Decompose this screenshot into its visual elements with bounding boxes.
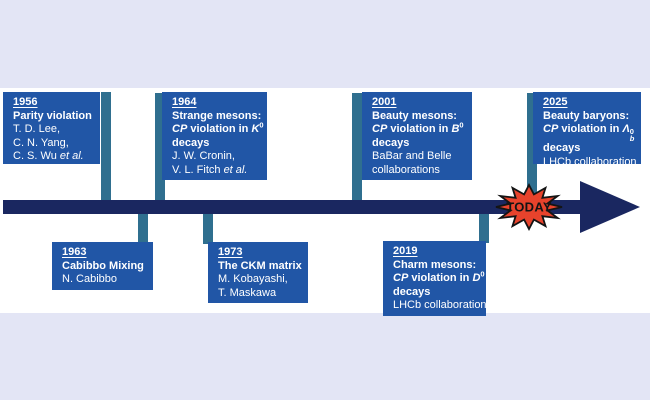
arrowhead-triangle: [580, 181, 640, 233]
event-box-1964: 1964 Strange mesons: CP violation in K0 dec…: [162, 92, 267, 180]
event-line: V. L. Fitch et al.: [172, 163, 248, 176]
event-box-2025: 2025 Beauty baryons: CP violation in Λ 0 b de…: [533, 92, 641, 168]
event-line: CP violation in B0: [372, 120, 464, 135]
event-line: LHCb collaboration: [393, 299, 487, 311]
event-line: 2001: [372, 96, 397, 108]
event-line: 1956: [13, 96, 38, 108]
event-line: decays: [172, 136, 210, 149]
event-box-1973: 1973 The CKM matrix M. Kobayashi, T. Maskaw…: [208, 242, 308, 303]
connector-1964: [155, 93, 165, 200]
event-line: M. Kobayashi,: [218, 273, 288, 285]
event-line: Strange mesons:: [172, 109, 262, 122]
event-box-1956: 1956 Parity violation T. D. Lee, C. N. Yang…: [3, 92, 100, 164]
event-box-2001: 2001 Beauty mesons: CP violation in B0 deca…: [362, 92, 472, 180]
event-line: Charm mesons:: [393, 258, 477, 271]
connector-1963: [138, 214, 148, 244]
event-box-1963: 1963 Cabibbo Mixing N. Cabibbo: [52, 242, 153, 290]
event-line: decays: [372, 136, 410, 149]
event-line: decays: [543, 142, 581, 154]
event-line: T. D. Lee,: [13, 123, 61, 135]
today-starburst-icon: TODAY: [495, 183, 563, 231]
timeline-arrowhead-icon: [580, 181, 640, 233]
today-label: TODAY: [506, 200, 552, 215]
event-line: T. Maskawa: [218, 286, 277, 299]
event-line: Beauty baryons:: [543, 109, 630, 122]
connector-1973: [203, 214, 213, 244]
event-line: C. N. Yang,: [13, 136, 69, 149]
connector-2019: [479, 214, 489, 243]
event-line: LHCb collaboration: [543, 155, 637, 168]
event-line: C. S. Wu et al.: [13, 150, 84, 162]
event-line: 2025: [543, 96, 568, 108]
event-line: Beauty mesons:: [372, 109, 457, 122]
connector-2025: [527, 93, 537, 200]
event-line: 1964: [172, 96, 197, 108]
event-line: Cabibbo Mixing: [62, 259, 144, 272]
connector-2001: [352, 93, 362, 200]
event-line: The CKM matrix: [218, 259, 302, 272]
event-line: 1973: [218, 246, 243, 258]
event-line: 1963: [62, 246, 87, 258]
event-line: 2019: [393, 245, 418, 257]
timeline-arrow-shaft: [3, 200, 585, 214]
event-line: BaBar and Belle: [372, 150, 452, 162]
event-line: Parity violation: [13, 109, 92, 122]
event-box-2019: 2019 Charm mesons: CP violation in D0 decay…: [383, 241, 487, 316]
event-line: J. W. Cronin,: [172, 150, 235, 162]
event-line: collaborations: [372, 163, 440, 176]
event-line: CP violation in D0: [393, 269, 485, 284]
starburst-shape: [495, 183, 563, 231]
event-line: N. Cabibbo: [62, 273, 118, 285]
event-line: decays: [393, 285, 431, 298]
event-line: CP violation in K0: [172, 120, 264, 135]
connector-1956: [101, 92, 111, 200]
